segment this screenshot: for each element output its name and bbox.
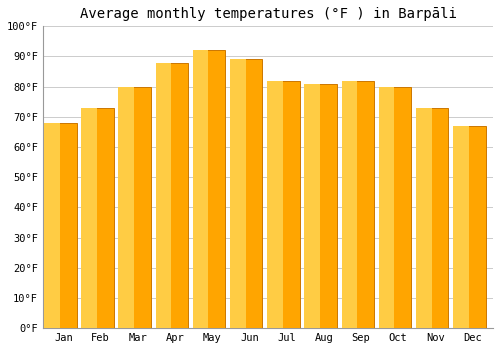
Bar	[88, 108, 114, 328]
Bar	[460, 126, 485, 328]
Bar	[192, 50, 208, 328]
Bar	[274, 80, 299, 328]
Bar	[230, 60, 246, 328]
Bar	[81, 108, 97, 328]
Bar	[118, 87, 134, 328]
Bar	[200, 50, 226, 328]
Bar	[342, 80, 357, 328]
Bar	[304, 84, 320, 328]
Bar	[50, 123, 76, 328]
Bar	[156, 63, 171, 328]
Bar	[385, 87, 411, 328]
Bar	[453, 126, 468, 328]
Bar	[422, 108, 448, 328]
Bar	[416, 108, 432, 328]
Bar	[236, 60, 262, 328]
Bar	[311, 84, 337, 328]
Bar	[348, 80, 374, 328]
Bar	[267, 80, 282, 328]
Bar	[44, 123, 60, 328]
Title: Average monthly temperatures (°F ) in Barpāli: Average monthly temperatures (°F ) in Ba…	[80, 7, 456, 21]
Bar	[378, 87, 394, 328]
Bar	[125, 87, 151, 328]
Bar	[162, 63, 188, 328]
